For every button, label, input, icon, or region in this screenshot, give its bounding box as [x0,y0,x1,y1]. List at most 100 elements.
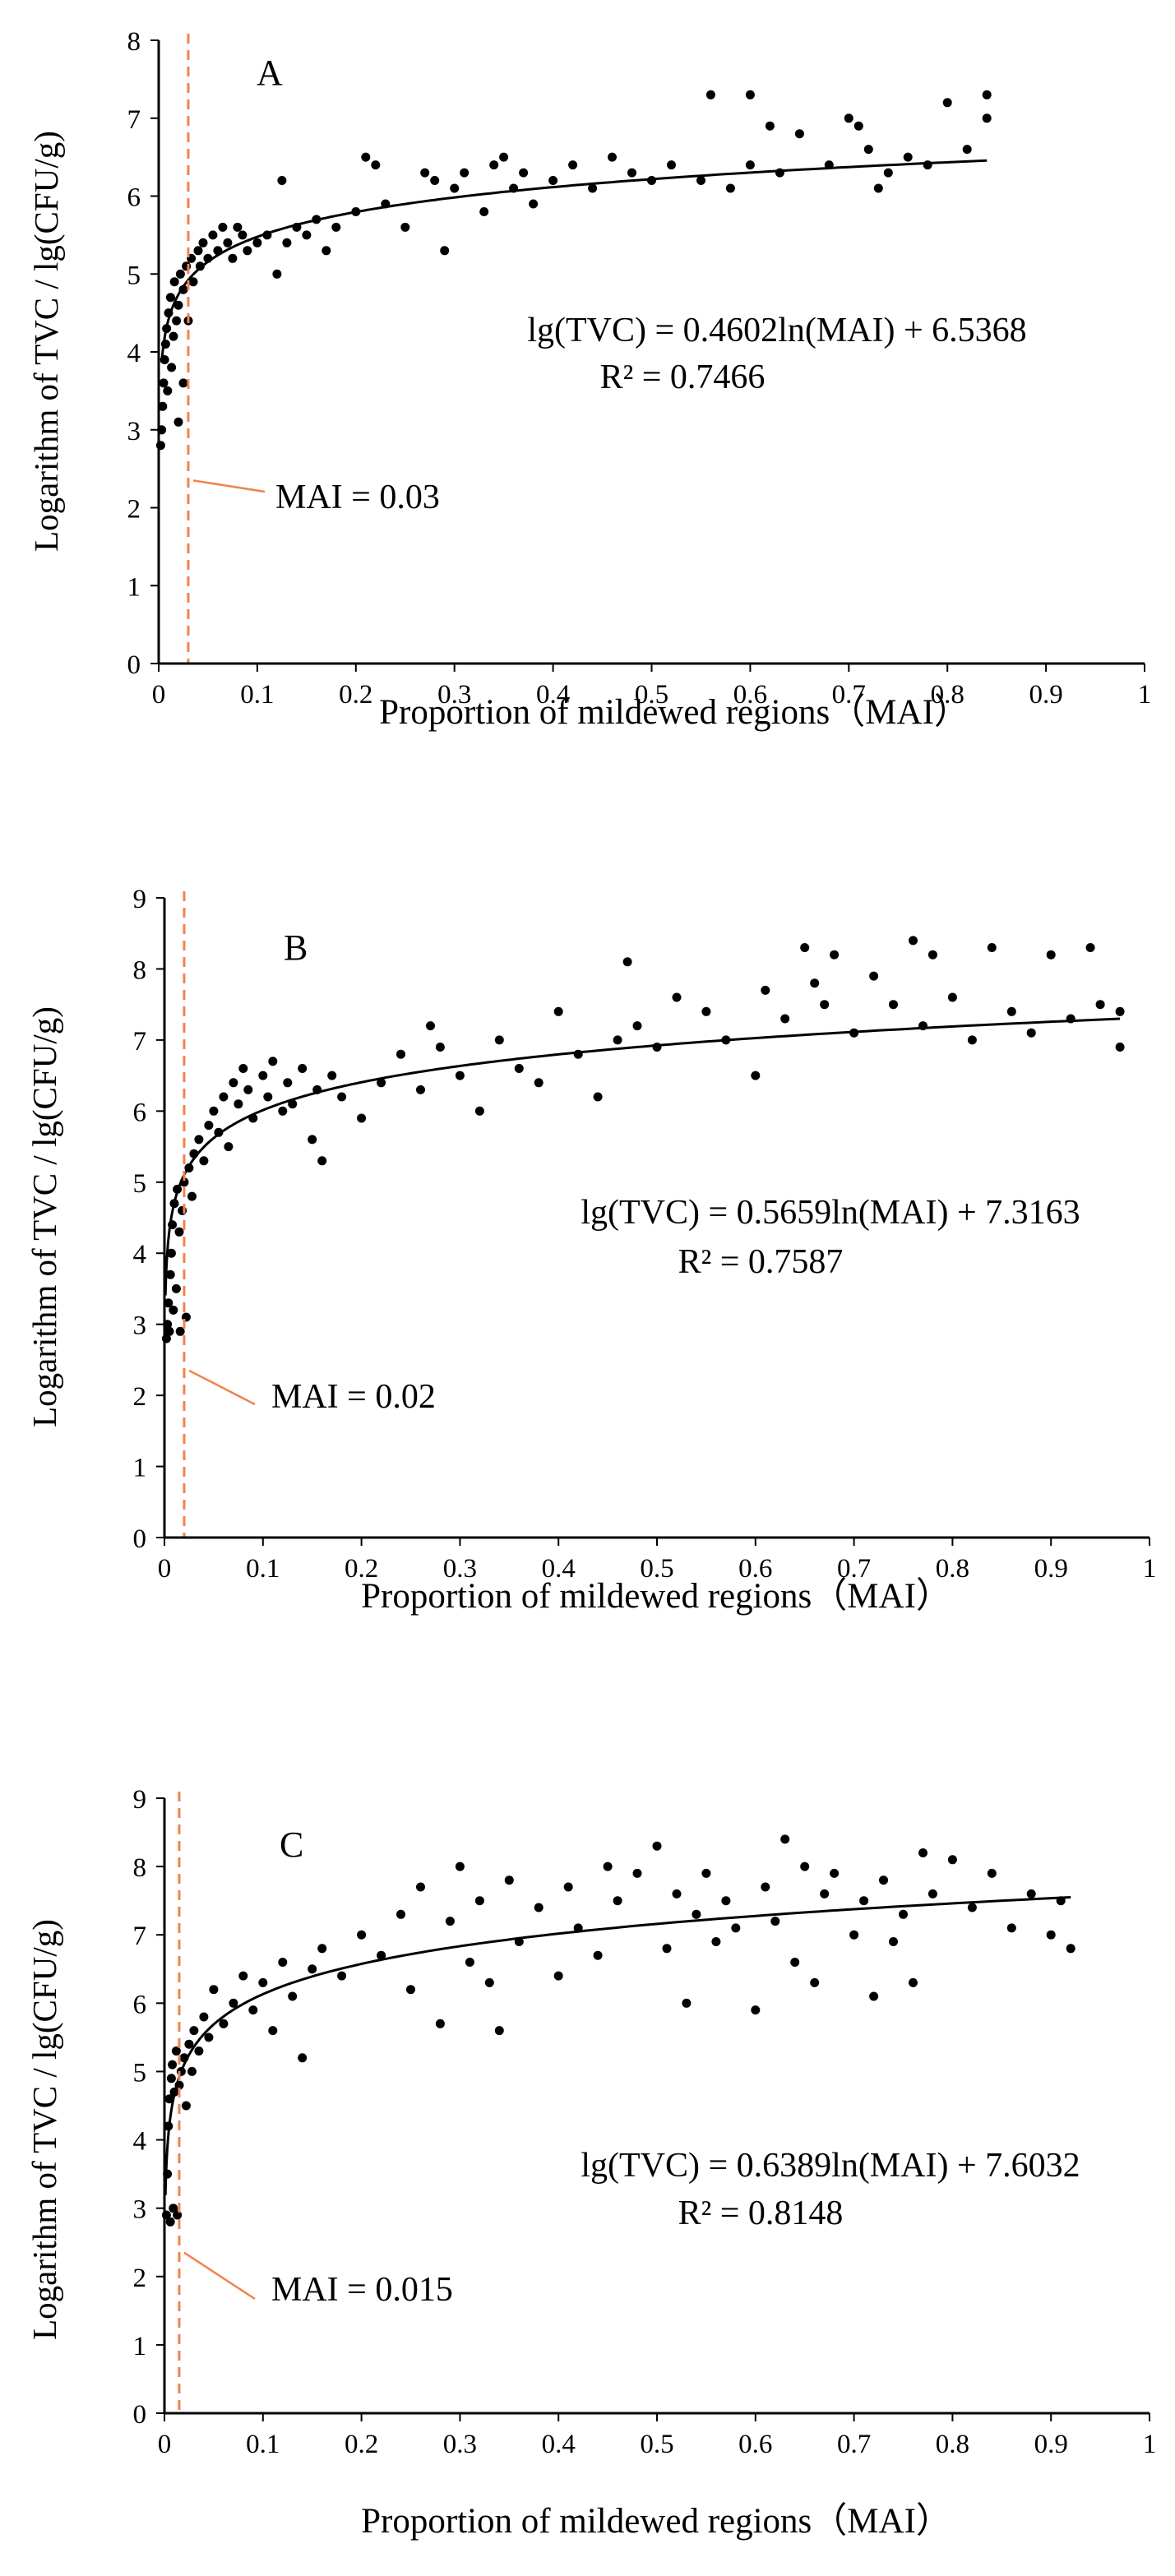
panel-b-data-point [987,943,997,952]
panel-c-data-point [189,2026,199,2036]
panel-a-data-point [233,222,243,232]
panel-c-data-point [396,1909,405,1919]
panel-a-data-point [361,152,371,162]
panel-c-data-point [357,1930,367,1940]
panel-b-data-point [234,1099,243,1109]
panel-a: 0 0.1 0.2 0.3 0.4 0.5 0.6 0.7 0.8 0.9 1 012345678 … [27,27,1151,732]
panel-b-data-point [455,1071,465,1080]
panel-a-x-tick-label: 0.6 [733,680,767,710]
panel-b-x-ticks: 0 0.1 0.2 0.3 0.4 0.5 0.6 0.7 0.8 0.9 1 [158,1538,1156,1584]
panel-b-data-point [869,971,879,981]
panel-c-x-tick-label: 1 [1143,2430,1157,2459]
panel-b-data-point [278,1106,288,1116]
panel-b-y-axis-title: Logarithm of TVC / lg(CFU/g) [25,1006,63,1427]
panel-c-data-point [173,2210,183,2220]
panel-a-threshold-label: MAI = 0.03 [275,479,440,516]
panel-b-x-tick-label: 0.1 [246,1554,280,1584]
panel-c-data-point [278,1958,288,1967]
panel-c-data-point [416,1882,425,1892]
panel-c-data-point [455,1861,465,1871]
panel-a-data-point [420,168,430,178]
panel-a-data-point [903,152,913,162]
panel-c-data-point [187,2066,197,2076]
panel-c-x-tick-label: 0 [158,2430,172,2459]
panel-b-data-point [224,1142,234,1152]
panel-a-data-point [588,183,598,193]
panel-a-data-point [982,113,992,123]
panel-c-y-tick-label: 6 [133,1990,147,2019]
panel-b-data-point [1115,1043,1125,1052]
panel-b-x-tick-label: 0 [158,1554,172,1584]
panel-c-y-tick-label: 2 [133,2264,147,2293]
panel-a-data-point [873,183,883,193]
panel-b-data-point [175,1326,185,1336]
panel-b-data-point [622,957,632,967]
panel-b-data-point [514,1064,524,1073]
panel-c-data-point [248,2005,258,2015]
panel-b-x-tick-label: 0.7 [837,1554,871,1584]
panel-a-x-tick-label: 0.5 [635,680,668,710]
panel-a-data-point [322,246,331,256]
panel-a-x-tick-label: 1 [1138,680,1152,710]
panel-a-data-point [479,207,489,216]
panel-c-data-point [662,1944,672,1954]
panel-a-x-tick-label: 0.3 [437,680,471,710]
panel-a-data-point [331,222,341,232]
panel-a-data-point [243,246,252,256]
panel-b-data-point [377,1078,386,1088]
panel-c-x-tick-label: 0.9 [1034,2430,1068,2459]
panel-c-data-point [181,2101,191,2111]
panel-c-data-point [751,2005,761,2015]
panel-c-data-point [268,2026,278,2036]
panel-b-data-point [435,1043,445,1052]
panel-c-data-point [465,1958,474,1967]
panel-a-data-point [193,246,203,256]
panel-b-x-tick-label: 0.5 [640,1554,673,1584]
panel-c-threshold-leader [183,2251,256,2301]
panel-c-data-point [308,1964,317,1974]
panel-c: 0 0.1 0.2 0.3 0.4 0.5 0.6 0.7 0.8 0.9 1 0 1 2 3 4 5 6 7 8 9… [25,1785,1156,2541]
panel-c-equation: lg(TVC) = 0.6389ln(MAI) + 7.6032 [581,2147,1080,2185]
panel-b-data-point [761,985,770,995]
panel-a-x-ticks: 0 0.1 0.2 0.3 0.4 0.5 0.6 0.7 0.8 0.9 1 [152,664,1152,710]
panel-a-data-point [371,160,381,170]
panel-b-data-point [219,1092,229,1102]
panel-c-data-point [165,2217,175,2227]
panel-c-y-tick-label: 9 [133,1785,147,1815]
panel-b-data-point [243,1085,253,1094]
panel-c-data-point [435,2019,445,2028]
panel-a-data-point [962,145,972,155]
panel-a-y-tick-label: 6 [127,183,141,213]
panel-b-data-point [308,1135,317,1145]
panel-a-y-tick-label: 3 [127,417,141,446]
panel-a-y-tick-label: 0 [127,650,141,680]
panel-c-data-point [603,1861,613,1871]
panel-a-data-point [519,168,529,178]
panel-c-y-tick-label: 7 [133,1922,147,1951]
panel-b-data-point [194,1135,204,1145]
panel-b-data-point [396,1049,405,1059]
panel-c-x-tick-label: 0.6 [738,2430,772,2459]
panel-a-x-tick-label: 0.1 [240,680,274,710]
panel-c-data-point [258,1977,268,1987]
panel-b-data-point [357,1113,367,1123]
panel-b-data-point [171,1283,181,1293]
panel-a-data-point [499,152,509,162]
panel-b-y-tick-label: 6 [133,1098,147,1127]
panel-b-data-point [283,1078,293,1088]
panel-a-y-ticks: 0 1 2 3 4 5 6 7 8 [127,27,159,680]
panel-c-data-point [830,1868,840,1878]
panel-a-x-tick-label: 0.9 [1029,680,1062,710]
panel-b-data-point [164,1326,174,1336]
panel-a-trendline [160,159,988,363]
panel-b-data-point [830,950,840,960]
panel-a-data-point [765,121,775,131]
panel-b-data-point [298,1064,308,1073]
panel-c-data-point [377,1950,386,1960]
panel-c-data-point [553,1971,563,1981]
panel-c-data-point [800,1861,810,1871]
panel-b-x-tick-label: 0.4 [542,1554,576,1584]
panel-a-data-point [173,417,183,427]
panel-b-x-tick-label: 0.8 [936,1554,969,1584]
panel-b-data-point [474,1106,484,1116]
